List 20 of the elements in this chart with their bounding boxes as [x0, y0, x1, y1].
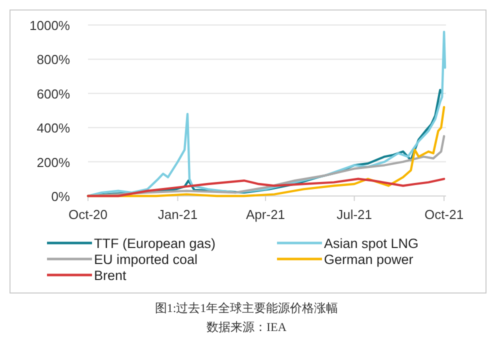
- x-tick-label: Oct-20: [68, 207, 108, 222]
- x-tick-label: Jul-21: [336, 207, 372, 222]
- legend-label: TTF (European gas): [94, 236, 216, 251]
- source-note: 数据来源：IEA: [206, 320, 287, 334]
- x-tick-label: Apr-21: [246, 207, 286, 222]
- x-tick-label: Jan-21: [158, 207, 198, 222]
- y-tick-label: 200%: [36, 154, 70, 170]
- y-tick-label: 600%: [36, 86, 70, 102]
- legend-label: German power: [324, 252, 414, 267]
- y-tick-label: 1000%: [30, 18, 70, 33]
- y-tick-label: 400%: [36, 120, 70, 136]
- y-tick-label: 800%: [36, 52, 70, 68]
- y-tick-label: 0%: [51, 189, 70, 204]
- legend-label: Brent: [94, 268, 127, 283]
- x-tick-label: Oct-21: [424, 207, 464, 222]
- line-series: [86, 30, 446, 198]
- legend-label: Asian spot LNG: [324, 236, 419, 251]
- caption: 图1:过去1年全球主要能源价格涨幅: [154, 301, 338, 315]
- line-series: [86, 178, 446, 198]
- legend-label: EU imported coal: [94, 252, 198, 267]
